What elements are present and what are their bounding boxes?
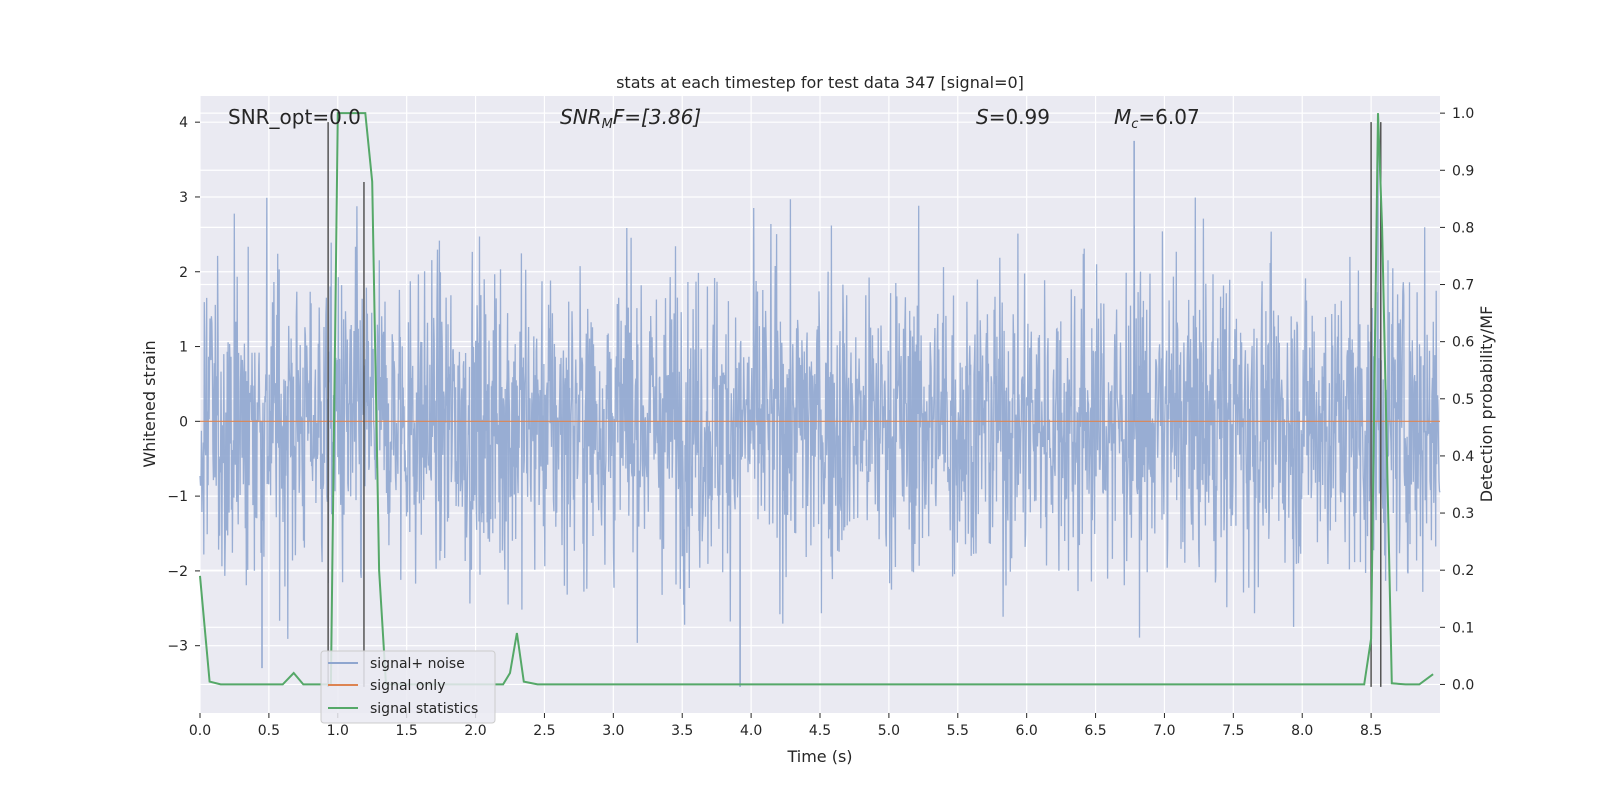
- legend-label-signal: signal only: [370, 678, 445, 694]
- y-right-axis-ticks: 0.0 0.1 0.2 0.3 0.4 0.5 0.6 0.7 0.8 0.9 1.0: [1440, 106, 1474, 693]
- x-tick-label: 4.5: [809, 723, 831, 739]
- y-right-axis-label: Detection probability/MF: [1477, 306, 1496, 503]
- x-tick-label: 8.5: [1360, 723, 1382, 739]
- x-tick-label: 2.5: [533, 723, 555, 739]
- x-tick-label: 1.0: [327, 723, 349, 739]
- annotation-s: S=0.99: [976, 105, 1050, 129]
- x-tick-label: 5.5: [947, 723, 969, 739]
- annotation-s-rest: =0.99: [989, 105, 1050, 129]
- y-left-tick-label: 2: [179, 265, 188, 281]
- annotation-mc-rest: =6.07: [1138, 105, 1199, 129]
- y-left-tick-label: −3: [167, 639, 188, 655]
- signal-statistics-series: [199, 112, 1434, 686]
- legend-label-stats: signal statistics: [370, 701, 478, 717]
- x-tick-label: 6.5: [1084, 723, 1106, 739]
- y-left-tick-label: 1: [179, 340, 188, 356]
- y-left-tick-label: −1: [167, 489, 188, 505]
- y-right-tick-label: 0.7: [1452, 278, 1474, 294]
- y-left-axis-label: Whitened strain: [140, 340, 159, 467]
- x-tick-label: 5.0: [878, 723, 900, 739]
- y-left-tick-label: 3: [179, 190, 188, 206]
- annotation-snr-opt: SNR_opt=0.0: [228, 105, 361, 129]
- y-left-tick-label: 4: [179, 115, 188, 131]
- y-right-tick-label: 0.6: [1452, 335, 1474, 351]
- x-tick-label: 0.5: [258, 723, 280, 739]
- annotation-mc: Mc=6.07: [1114, 105, 1200, 132]
- annotation-mc-main: M: [1114, 105, 1131, 129]
- x-tick-label: 7.5: [1222, 723, 1244, 739]
- x-axis-label: Time (s): [786, 747, 852, 766]
- x-tick-label: 7.0: [1153, 723, 1175, 739]
- chart-title: stats at each timestep for test data 347…: [616, 73, 1024, 92]
- x-tick-label: 6.0: [1016, 723, 1038, 739]
- x-tick-label: 8.0: [1291, 723, 1313, 739]
- annotation-mc-sub: c: [1131, 117, 1138, 132]
- legend: signal+ noise signal only signal statist…: [320, 650, 496, 724]
- x-tick-label: 0.0: [189, 723, 211, 739]
- y-right-tick-label: 0.2: [1452, 563, 1474, 579]
- y-right-tick-label: 0.4: [1452, 449, 1474, 465]
- annotation-snr-mf: SNRMF=[3.86]: [560, 105, 701, 132]
- y-right-tick-label: 0.1: [1452, 620, 1474, 636]
- y-right-tick-label: 0.9: [1452, 163, 1474, 179]
- x-axis-ticks: 0.0 0.5 1.0 1.5 2.0 2.5 3.0 3.5 4.0 4.5 5.0 5.5 6.0 6…: [189, 713, 1382, 739]
- y-right-tick-label: 0.0: [1452, 677, 1474, 693]
- y-right-tick-label: 0.8: [1452, 220, 1474, 236]
- x-tick-label: 3.0: [602, 723, 624, 739]
- y-left-tick-label: 0: [179, 414, 188, 430]
- noise-trace: [199, 197, 1441, 643]
- y-left-axis-ticks: −3 −2 −1 0 1 2 3 4: [167, 115, 200, 655]
- x-tick-label: 3.5: [671, 723, 693, 739]
- legend-label-noise: signal+ noise: [370, 656, 465, 672]
- x-tick-label: 4.0: [740, 723, 762, 739]
- x-tick-label: 2.0: [464, 723, 486, 739]
- y-left-tick-label: −2: [167, 564, 188, 580]
- legend-box: [320, 650, 496, 724]
- y-right-tick-label: 0.3: [1452, 506, 1474, 522]
- annotation-s-main: S: [976, 105, 989, 129]
- annotation-snr-mf-rest: F=[3.86]: [613, 105, 701, 129]
- y-right-tick-label: 1.0: [1452, 106, 1474, 122]
- x-tick-label: 1.5: [396, 723, 418, 739]
- annotation-snr-mf-main: SNR: [560, 105, 602, 129]
- y-right-tick-label: 0.5: [1452, 392, 1474, 408]
- annotation-snr-mf-sub: M: [602, 117, 613, 132]
